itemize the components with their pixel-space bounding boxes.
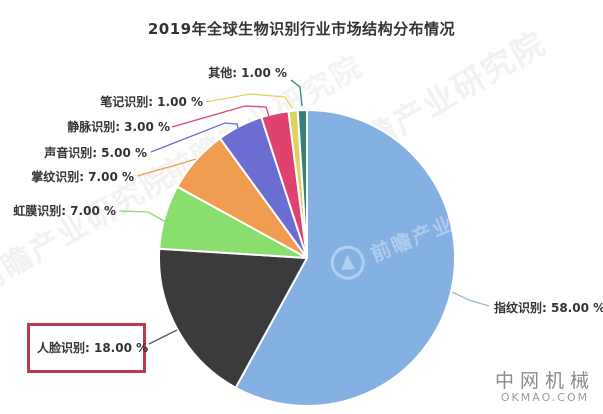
leader-line [148, 329, 178, 345]
pie-label-vein: 静脉识别: 3.00 % [67, 120, 170, 134]
pie-slice [234, 109, 456, 407]
leader-line [171, 105, 270, 128]
leader-line [118, 210, 167, 223]
brand-name: 中网机械 [494, 370, 595, 392]
leader-line [290, 79, 303, 107]
pie-label-face: 人脸识别: 18.00 % [37, 341, 149, 355]
leader-line [150, 122, 240, 153]
brand-site-url: OKMAO.COM [500, 391, 590, 404]
pie-slice [296, 109, 308, 259]
pie-label-other: 其他: 1.00 % [208, 66, 287, 80]
pie-label-iris: 虹膜识别: 7.00 % [13, 204, 116, 218]
pie-label-handwriting: 笔记识别: 1.00 % [100, 95, 203, 109]
leader-line [136, 158, 197, 177]
leader-line [205, 93, 293, 109]
pie-label-fingerprint: 指纹识别: 58.00 % [494, 301, 603, 315]
face-label-highlight-box: 人脸识别: 18.00 % [27, 323, 149, 373]
chart-title: 2019年全球生物识别行业市场结构分布情况 [147, 20, 456, 38]
pie-slice [158, 247, 308, 389]
site-brand: 中网机械 OKMAO.COM [495, 371, 595, 404]
pie-label-voice: 声音识别: 5.00 % [44, 146, 147, 160]
pie-label-palmprint: 掌纹识别: 7.00 % [31, 170, 134, 184]
leader-line [451, 291, 490, 307]
